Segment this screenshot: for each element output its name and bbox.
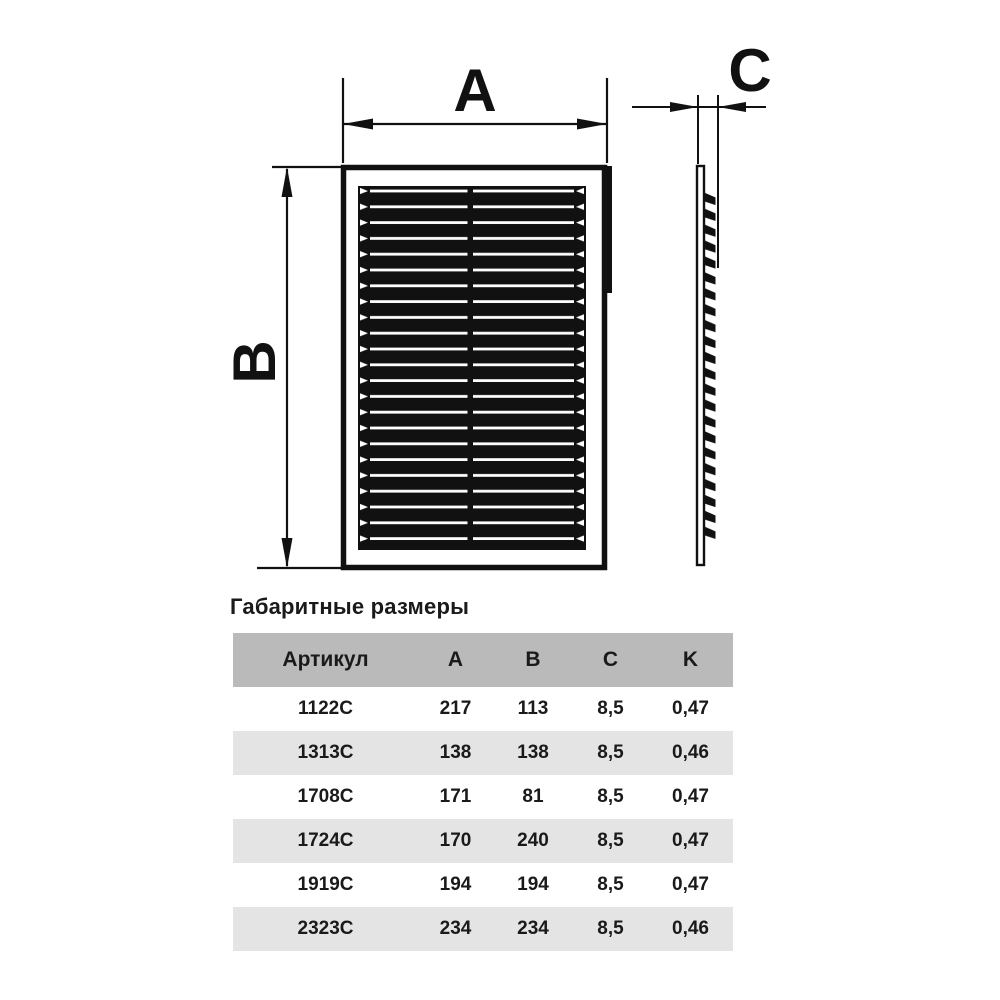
side-louver-teeth [703, 192, 717, 542]
dim-c-label: C [728, 37, 771, 104]
dimensions-table: Артикул A B C K 1122C 217 113 8,5 0,47 1… [233, 633, 733, 951]
cell-a: 217 [439, 698, 472, 719]
cell-k: 0,46 [672, 742, 709, 763]
grille-side-view [695, 164, 717, 567]
grille-technical-drawing: A B C [221, 37, 772, 571]
cell-article: 1724C [297, 830, 354, 851]
cell-c: 8,5 [597, 830, 624, 851]
side-panel [695, 164, 706, 567]
cell-c: 8,5 [597, 742, 624, 763]
table-row: 1919C 194 194 8,5 0,47 [233, 863, 733, 907]
header-cell-a: A [447, 648, 464, 671]
table-header-row: Артикул A B C K [233, 633, 733, 687]
dim-c-arrow-left [670, 102, 698, 112]
cell-b: 81 [522, 786, 544, 807]
cell-c: 8,5 [597, 698, 624, 719]
cell-b: 234 [517, 918, 549, 939]
cell-b: 194 [517, 874, 549, 895]
dim-a-arrow-left [343, 118, 373, 130]
table-row: 1122C 217 113 8,5 0,47 [233, 687, 733, 731]
cell-c: 8,5 [597, 786, 624, 807]
table-row: 1313C 138 138 8,5 0,46 [233, 731, 733, 775]
cell-a: 234 [439, 918, 472, 939]
cell-a: 194 [439, 874, 472, 895]
table-row: 2323C 234 234 8,5 0,46 [233, 907, 733, 951]
cell-a: 171 [439, 786, 472, 807]
cell-article: 1708C [297, 786, 354, 807]
grille-flange-edge [604, 166, 612, 293]
cell-a: 170 [439, 830, 472, 851]
cell-b: 240 [517, 830, 549, 851]
cell-b: 113 [517, 698, 549, 719]
cell-k: 0,47 [672, 874, 709, 895]
header-cell-c: C [602, 648, 619, 671]
header-cell-k: K [682, 648, 699, 671]
cell-article: 1313C [297, 742, 354, 763]
table-row: 1724C 170 240 8,5 0,47 [233, 819, 733, 863]
cell-b: 138 [517, 742, 549, 763]
header-cell-b: B [525, 648, 541, 671]
header-cell-article: Артикул [282, 648, 369, 671]
section-title: Габаритные размеры [230, 594, 470, 619]
cell-article: 2323C [297, 918, 354, 939]
cell-k: 0,47 [672, 830, 709, 851]
cell-k: 0,46 [672, 918, 709, 939]
cell-k: 0,47 [672, 786, 709, 807]
dim-b-arrow-bottom [281, 538, 293, 568]
cell-c: 8,5 [597, 918, 624, 939]
dim-b-label: B [221, 340, 288, 383]
grille-louver-gaps [358, 186, 586, 550]
cell-k: 0,47 [672, 698, 709, 719]
cell-a: 138 [439, 742, 472, 763]
cell-article: 1122C [298, 698, 353, 719]
dim-a-arrow-right [577, 118, 607, 130]
grille-front-view [340, 164, 612, 571]
dim-c-arrow-right [718, 102, 746, 112]
dimension-height [257, 165, 343, 570]
table-row: 1708C 171 81 8,5 0,47 [233, 775, 733, 819]
dim-a-label: A [453, 57, 496, 124]
cell-article: 1919C [297, 874, 354, 895]
cell-c: 8,5 [597, 874, 624, 895]
dimension-width [341, 78, 609, 163]
dim-b-arrow-top [281, 167, 293, 197]
